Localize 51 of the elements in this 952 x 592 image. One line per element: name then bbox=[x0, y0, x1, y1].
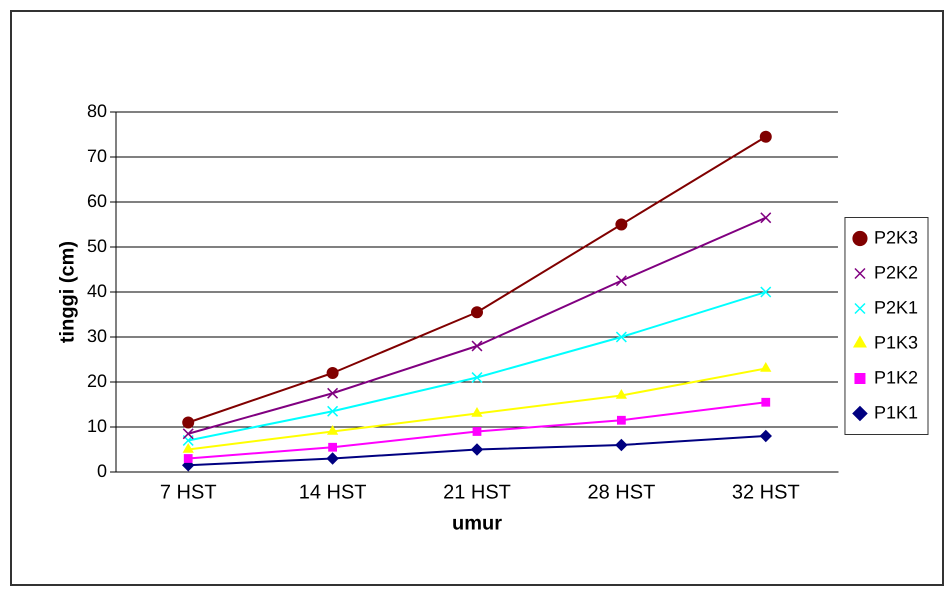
point bbox=[326, 388, 338, 399]
point bbox=[760, 130, 772, 143]
point bbox=[760, 286, 772, 298]
x-tick-label: 32 HST bbox=[732, 482, 800, 504]
y-tick-label: 80 bbox=[86, 100, 108, 121]
y-tick-label: 60 bbox=[86, 190, 108, 211]
point bbox=[760, 430, 772, 442]
y-tick-label: 0 bbox=[97, 460, 108, 481]
point bbox=[760, 212, 772, 224]
point bbox=[470, 444, 483, 456]
point bbox=[760, 362, 772, 372]
legend-label: P2K1 bbox=[874, 297, 918, 318]
point bbox=[472, 427, 482, 436]
point bbox=[615, 218, 628, 230]
point bbox=[616, 390, 627, 399]
x-axis-title: umur bbox=[452, 512, 502, 535]
legend-label: P2K2 bbox=[874, 262, 918, 282]
point bbox=[326, 406, 338, 417]
y-axis-title: tinggi (cm) bbox=[56, 240, 79, 344]
y-tick-label: 30 bbox=[86, 326, 108, 346]
point bbox=[328, 442, 337, 452]
point bbox=[182, 434, 194, 446]
point bbox=[184, 454, 193, 463]
point bbox=[616, 331, 628, 343]
y-tick-label: 40 bbox=[86, 280, 108, 301]
point bbox=[182, 428, 194, 440]
point bbox=[471, 340, 483, 352]
point bbox=[761, 398, 770, 407]
point bbox=[327, 426, 338, 435]
legend-label: P1K1 bbox=[874, 402, 918, 422]
y-tick-label: 20 bbox=[86, 370, 108, 391]
point bbox=[616, 416, 626, 425]
point bbox=[326, 452, 339, 464]
point bbox=[616, 275, 628, 286]
y-tick-label: 70 bbox=[86, 146, 108, 166]
y-tick-label: 50 bbox=[86, 236, 108, 256]
y-tick-label: 10 bbox=[86, 416, 108, 436]
x-tick-label: 28 HST bbox=[587, 482, 656, 504]
point bbox=[615, 439, 628, 451]
x-tick-label: 21 HST bbox=[443, 482, 511, 504]
point bbox=[470, 306, 483, 318]
legend-label: P1K3 bbox=[874, 332, 918, 352]
point bbox=[472, 408, 482, 417]
point bbox=[182, 444, 194, 453]
legend-label: P2K3 bbox=[874, 227, 918, 248]
point bbox=[326, 367, 339, 379]
x-tick-label: 14 HST bbox=[298, 482, 367, 504]
legend-label: P1K2 bbox=[874, 367, 918, 388]
point bbox=[182, 416, 194, 428]
x-tick-label: 7 HST bbox=[160, 482, 217, 504]
point bbox=[471, 372, 483, 384]
